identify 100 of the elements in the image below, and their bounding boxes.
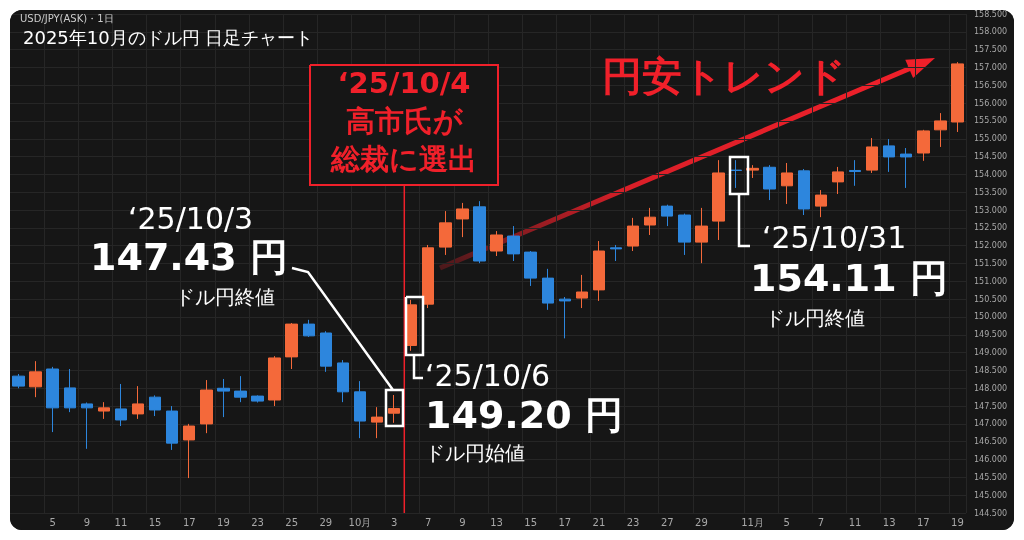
candlestick [627, 217, 639, 252]
y-tick-label: 147.000 [974, 419, 1008, 429]
annotation: ドル円終値 [175, 285, 275, 309]
y-tick-label: 145.500 [974, 472, 1008, 482]
candlestick [815, 189, 827, 218]
y-tick-label: 157.000 [974, 62, 1008, 72]
annotation: ドル円終値 [765, 306, 865, 330]
text: 2025年10月のドル円 日足チャート [23, 26, 314, 48]
y-tick-label: 151.500 [974, 259, 1008, 268]
annotation: ‘25/10/31 [762, 219, 907, 255]
annotation: 147.43 円 [90, 235, 288, 279]
annotation: ‘25/10/6 [425, 357, 551, 393]
candlestick [456, 202, 469, 238]
x-tick-label: 15 [524, 516, 538, 528]
x-tick-label: 17 [558, 516, 572, 528]
x-tick-label: 11 [114, 516, 128, 528]
y-tick-label: 146.500 [974, 437, 1008, 447]
x-tick-label: 11月 [741, 516, 764, 528]
candlestick [98, 401, 110, 420]
candlestick [217, 378, 230, 418]
y-tick-label: 148.000 [974, 383, 1008, 393]
y-tick-label: 154.000 [974, 169, 1008, 179]
candlestick [439, 210, 452, 256]
candlestick [371, 406, 383, 439]
candlestick [422, 244, 434, 309]
candlestick [951, 61, 964, 133]
candlestick [934, 112, 947, 148]
candlestick [490, 230, 503, 257]
x-tick-label: 23 [251, 516, 264, 528]
y-tick-label: 149.500 [974, 330, 1008, 340]
candlestick [746, 164, 759, 179]
x-tick-label: 17 [182, 516, 196, 528]
y-tick-label: 152.000 [974, 241, 1008, 251]
candlestick [849, 159, 861, 187]
x-tick-label: 5 [49, 516, 56, 528]
x-tick-label: 7 [817, 516, 825, 528]
candlestick [46, 366, 59, 433]
x-tick-label: 19 [951, 516, 964, 528]
candlestick [729, 159, 742, 189]
y-tick-label: 150.500 [974, 294, 1008, 304]
candlestick [132, 385, 144, 420]
candlestick [798, 168, 810, 216]
y-tick-label: 151.000 [974, 276, 1008, 286]
y-tick-label: 147.500 [974, 401, 1008, 411]
candlestick [507, 225, 520, 262]
annotation: ドル円始値 [425, 441, 525, 465]
candlestick [200, 379, 213, 434]
x-tick-label: 21 [592, 516, 606, 528]
candlestick [303, 319, 315, 338]
x-tick-label: 10月 [348, 516, 372, 528]
candlestick [64, 368, 76, 413]
x-tick-label: 7 [425, 516, 432, 528]
annotation: ‘25/10/4 [337, 65, 471, 100]
candlestick [763, 164, 776, 201]
y-tick-label: 146.000 [974, 455, 1008, 465]
y-tick-label: 157.500 [974, 45, 1008, 55]
x-tick-label: 13 [490, 516, 503, 528]
y-tick-label: 152.500 [974, 223, 1008, 233]
candlestick [473, 200, 486, 264]
x-tick-label: 29 [319, 516, 333, 528]
candlestick [593, 240, 605, 302]
candlestick [183, 423, 195, 479]
candlestick [320, 330, 332, 373]
y-tick-label: 150.000 [974, 312, 1008, 322]
candlestick [12, 373, 25, 389]
candlestick [712, 159, 725, 241]
annotation: ‘25/10/3 [128, 200, 254, 236]
y-tick-label: 155.500 [974, 116, 1008, 126]
x-tick-label: 11 [848, 516, 862, 528]
candlestick [644, 207, 656, 236]
candlestick [388, 394, 400, 424]
x-tick-label: 27 [660, 516, 674, 528]
y-tick-label: 153.000 [974, 205, 1008, 215]
chart-subtitle: USD/JPY(ASK)・1日 [20, 12, 114, 24]
candlestick [29, 360, 42, 398]
x-tick-label: 29 [695, 516, 708, 528]
candlestick [337, 359, 349, 403]
x-tick-label: 17 [916, 516, 930, 528]
candlestick [883, 138, 895, 173]
annotation: 総裁に選出 [330, 141, 477, 176]
candlestick [900, 147, 912, 189]
candlestick [695, 207, 708, 264]
x-tick-label: 19 [217, 516, 230, 528]
annotation: 149.20 円 [425, 393, 623, 437]
y-tick-label: 156.500 [974, 80, 1008, 90]
x-tick-label: 9 [459, 516, 466, 528]
annotation: 高市氏が [345, 103, 464, 138]
candlestick [524, 250, 537, 287]
candlestick [354, 380, 366, 439]
candlestick [661, 204, 673, 227]
candlestick [149, 394, 161, 417]
x-tick-label: 5 [783, 516, 790, 528]
y-tick-label: 154.500 [974, 152, 1008, 162]
y-tick-label: 144.500 [974, 508, 1008, 518]
y-tick-label: 153.500 [974, 187, 1008, 197]
x-tick-label: 13 [882, 516, 896, 528]
candlestick [285, 322, 298, 370]
candlestick [234, 375, 247, 403]
y-tick-label: 158.500 [974, 9, 1008, 19]
y-tick-label: 148.500 [974, 365, 1008, 375]
